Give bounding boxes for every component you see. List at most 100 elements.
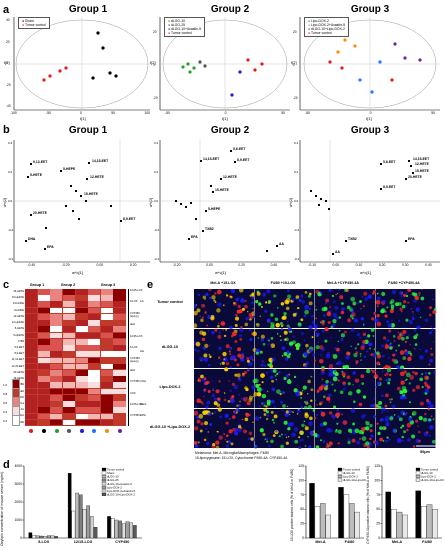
micrograph-signal [395,302,399,307]
heatmap-bracket-label: 5-LOX [128,346,148,358]
micrograph-signal [309,430,314,435]
micrograph-signal [302,385,307,390]
micrograph-signal [411,410,417,416]
micrograph-signal [300,343,303,345]
micrograph-signal [395,349,398,352]
micrograph-signal [283,420,288,425]
heatmap-cell [62,357,75,364]
micrograph-signal [352,371,356,375]
micrograph-signal [263,413,267,416]
micrograph-signal [252,307,254,310]
tick-label: 0.20 [129,263,137,267]
micrograph-signal [204,343,209,348]
micrograph-signal [386,338,390,342]
heatmap-cell [113,401,126,407]
tick-label: 100 [144,111,150,115]
tick-label: 20 [6,39,10,44]
micrograph-signal [196,419,201,424]
micrograph-signal [312,409,316,413]
score-point [198,60,202,64]
micrograph-signal [332,353,334,356]
heatmap-row-label: 15-HETE [13,290,24,293]
y-tick-label: 25 [376,522,380,526]
micrograph-signal [301,438,304,442]
micrograph-signal [270,410,274,414]
heatmap-row-label: 5-HpETE [13,333,24,337]
micrograph-signal [405,318,409,322]
micrograph-signal [280,444,284,449]
heatmap-cell [75,289,88,295]
heatmap-row-label: EPA [19,420,24,424]
micrograph-signal [399,371,405,377]
bar [32,535,36,539]
micrograph-signal [390,306,394,310]
micrograph-signal [424,372,428,375]
tick-label: -20 [293,96,298,100]
loading-point [210,185,212,187]
micrograph-signal [195,341,201,347]
tick-label: 0.4 [154,141,159,145]
micrograph-signal [340,338,344,341]
legend-label: Tumor control [421,467,439,471]
heatmap-cell [62,382,75,389]
micrograph-signal [303,305,306,308]
micrograph-signal [431,328,435,331]
heatmap-cell [75,313,88,320]
heatmap-cell [25,363,38,370]
micrograph-signal [334,305,339,311]
heatmap-cell [62,376,75,382]
panel-b-group1-title: Group 1 [68,125,108,136]
micrograph-signal [315,445,320,449]
micrograph-signal [397,415,400,419]
heatmap-cell [88,320,101,326]
score-point [340,66,344,70]
micrograph-signal [212,387,215,390]
legend-item: ● dLGG-25 [168,23,185,27]
heatmap-cell [50,388,63,395]
micrograph-signal [265,371,269,374]
micrograph-signal [257,387,262,392]
micrograph-signal [403,293,407,297]
tick-label: 0 [369,111,372,115]
heatmap-cell [50,363,63,370]
micrograph-signal [370,328,375,332]
micrograph-signal [260,373,265,378]
micrograph-signal [264,438,266,440]
panel-a-g2-yticks: 20 0 -20 [153,30,158,100]
micrograph-signal [273,294,277,298]
heatmap-cell [50,376,63,382]
micrograph-signal [216,397,221,401]
micrograph-tile [194,289,256,330]
micrograph-signal [243,429,247,434]
micrograph-signal [326,427,332,433]
heatmap-cell [37,332,50,339]
micrograph-signal [265,405,268,408]
micrograph-signal [430,325,433,328]
micrograph-signal [339,295,344,300]
loading-label: EPA [47,245,54,249]
micrograph-signal [304,291,308,294]
micrograph-signal [407,350,411,355]
micrograph-signal [323,395,326,399]
micrograph-signal [401,304,406,309]
micrograph-signal [224,413,229,418]
legend-swatch [101,482,107,486]
micrograph-signal [213,397,218,401]
micrograph-signal [248,431,253,436]
micrograph-signal [239,334,243,338]
micrograph-signal [413,329,417,332]
micrograph-signal [268,299,271,303]
micrograph-signal [197,379,199,382]
micrograph-signal [307,294,311,298]
heatmap-cell [62,307,75,314]
loading-point [328,208,330,210]
micrograph-signal [384,418,389,423]
micrograph-signal [384,404,388,408]
micrograph-signal [387,356,390,360]
micrograph-signal [396,361,399,364]
bar [385,491,391,539]
heatmap-cell [37,369,50,376]
micrograph-signal [271,387,276,392]
micrograph-signal [303,352,308,357]
group-color-dot [29,429,34,433]
